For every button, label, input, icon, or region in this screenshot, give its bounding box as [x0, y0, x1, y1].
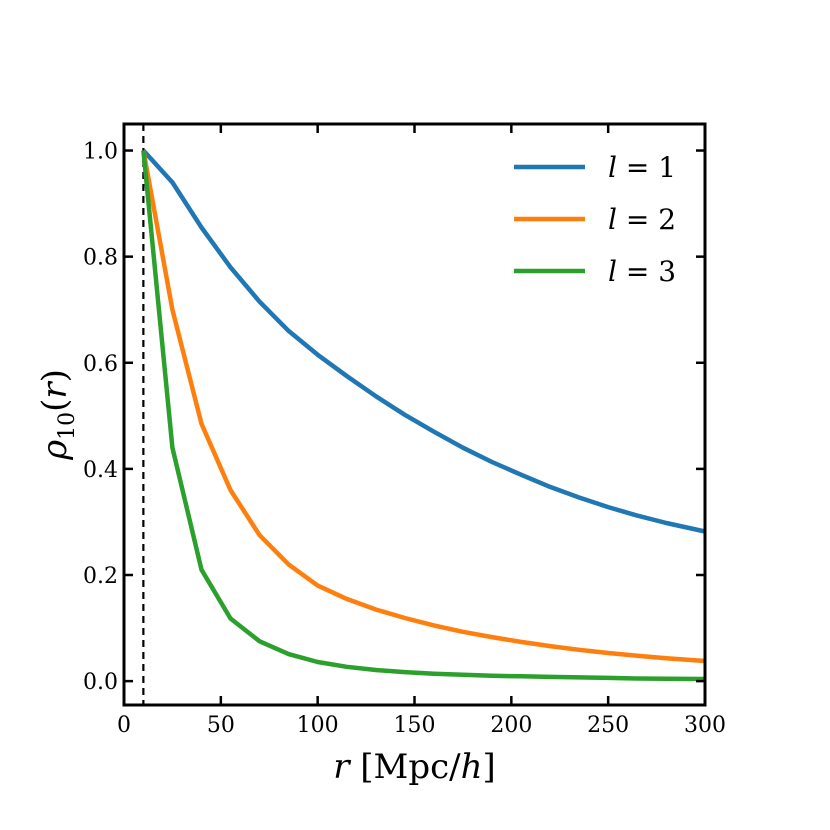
y-tick-label: 0.4	[83, 458, 118, 483]
legend: l = 1 l = 2 l = 3	[514, 151, 676, 288]
legend-label-2: l = 2	[608, 203, 676, 236]
x-tick-label: 200	[490, 713, 532, 738]
y-axis-label: ρ10(r)	[35, 369, 80, 461]
y-tick-label: 1.0	[83, 140, 118, 165]
x-axis-label-unit: [Mpc/	[349, 747, 461, 787]
x-tick-label: 50	[207, 713, 235, 738]
x-tick-label: 100	[297, 713, 339, 738]
y-axis-label-arg: r	[35, 381, 75, 399]
series-line-3	[141, 150, 706, 682]
series-line-1	[141, 148, 706, 534]
y-tick-label: 0.6	[83, 352, 118, 377]
x-tick-label: 0	[117, 713, 131, 738]
x-axis-label: r [Mpc/h]	[333, 747, 496, 787]
y-axis-label-close: )	[35, 369, 75, 382]
x-axis-label-close: ]	[483, 747, 496, 787]
x-tick-label: 300	[684, 713, 726, 738]
y-tick-label: 0.0	[83, 670, 118, 695]
x-tick-label: 150	[394, 713, 436, 738]
y-tick-label: 0.8	[83, 246, 118, 271]
legend-label-1: l = 1	[608, 151, 676, 184]
x-axis-label-unit-var: h	[461, 747, 483, 787]
y-tick-label: 0.2	[83, 564, 118, 589]
x-axis-label-var: r	[333, 747, 351, 787]
y-axis-label-sub: 10	[55, 412, 80, 440]
x-tick-label: 250	[587, 713, 629, 738]
y-axis-label-open: (	[35, 399, 75, 412]
legend-label-3: l = 3	[608, 255, 676, 288]
y-axis-label-var: ρ	[35, 440, 75, 461]
series-layer	[141, 124, 706, 705]
plot-frame	[122, 122, 707, 707]
series-line-2	[141, 150, 706, 664]
